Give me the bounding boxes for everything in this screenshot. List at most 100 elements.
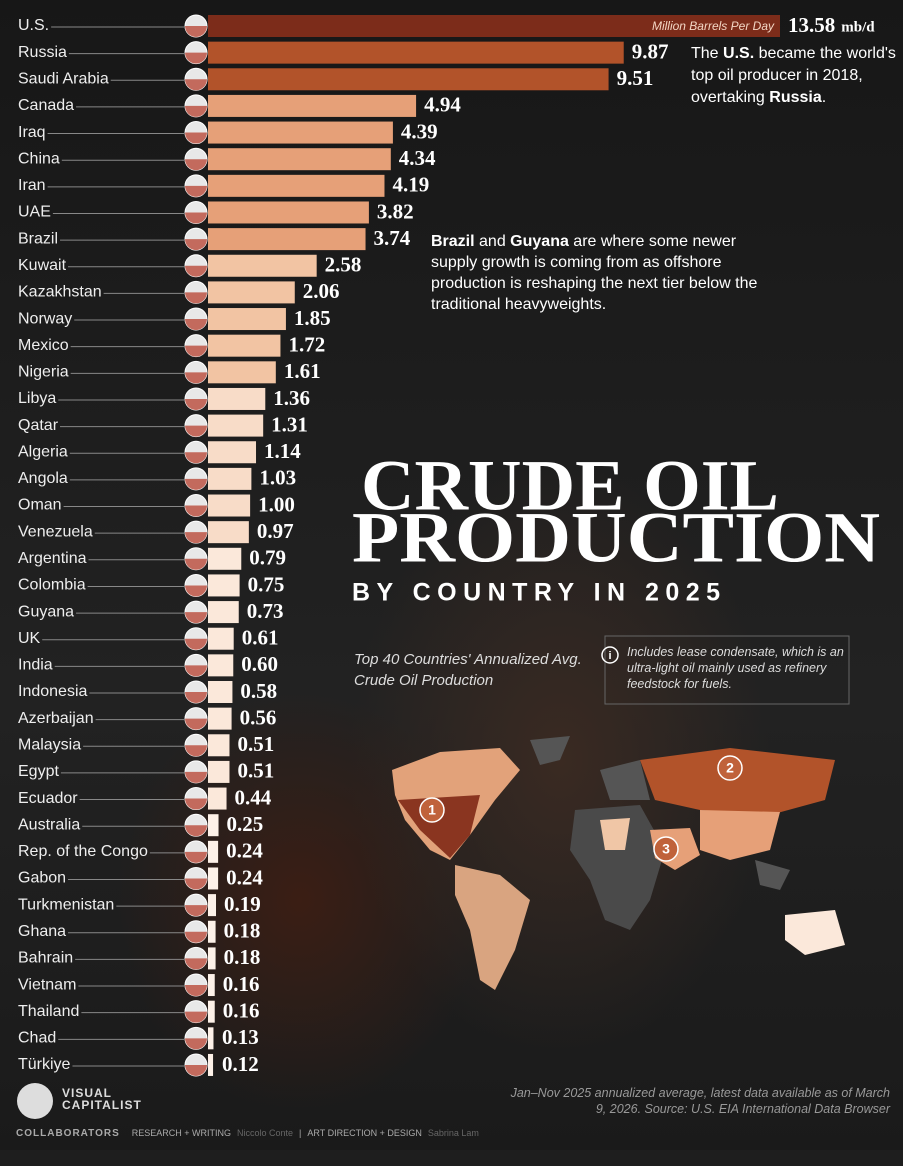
bar: [208, 707, 232, 730]
country-label: Azerbaijan: [18, 710, 94, 727]
country-label: Russia: [18, 44, 67, 61]
flag-detail: [185, 505, 207, 517]
bar: [208, 1053, 214, 1076]
country-label: Venezuela: [18, 523, 93, 540]
credit: COLLABORATORS: [16, 1128, 120, 1139]
bar: [208, 654, 234, 677]
flag-detail: [185, 425, 207, 437]
map-marker-label: 2: [726, 760, 734, 776]
country-label: China: [18, 150, 60, 167]
map-marker-label: 1: [428, 802, 436, 818]
country-label: Saudi Arabia: [18, 70, 109, 87]
value-label: 0.16: [223, 998, 260, 1022]
bar-label: Million Barrels Per Day: [652, 19, 775, 33]
flag-detail: [185, 1011, 207, 1023]
annotation-part: are where some newer supply growth is co…: [431, 233, 758, 313]
flag-detail: [185, 692, 207, 703]
bar: [208, 254, 317, 277]
country-label: Iraq: [18, 124, 46, 141]
country-label: Ecuador: [18, 790, 78, 807]
country-label: Kazakhstan: [18, 284, 102, 301]
bar: [208, 15, 780, 37]
title-line: CRUDE OIL: [361, 446, 779, 526]
bar: [208, 547, 242, 570]
bar: [208, 867, 219, 890]
bar: [208, 787, 227, 810]
bar: [208, 441, 257, 464]
value-label: 3.74: [374, 226, 411, 250]
flag-detail: [185, 878, 207, 890]
bar: [208, 920, 216, 943]
bar: [208, 814, 219, 837]
credit: ART DIRECTION + DESIGN: [307, 1128, 422, 1138]
credit: |: [299, 1128, 302, 1138]
country-label: Türkiye: [18, 1056, 71, 1073]
country-label: Australia: [18, 816, 80, 833]
bar: [208, 94, 417, 117]
country-label: UK: [18, 630, 41, 647]
value-label: 0.58: [240, 679, 277, 703]
country-label: Oman: [18, 497, 62, 514]
value-label: 0.51: [237, 759, 274, 783]
flag-detail: [185, 52, 207, 64]
value-label: 0.18: [224, 919, 261, 943]
flag-detail: [185, 958, 207, 970]
credits: COLLABORATORS RESEARCH + WRITING Niccolo C…: [16, 1127, 485, 1140]
map-marker: [419, 797, 445, 823]
country-label: Indonesia: [18, 683, 87, 700]
brand: CAPITALIST: [62, 1098, 142, 1112]
map-marker-label: 3: [662, 841, 670, 857]
value-label: 1.61: [284, 359, 321, 383]
flag-detail: [185, 771, 207, 783]
world-map: [392, 736, 845, 990]
value-label: 0.13: [222, 1025, 259, 1049]
subtitle: BY COUNTRY IN 2025: [352, 579, 720, 607]
country-label: India: [18, 657, 53, 674]
bar: [208, 840, 219, 863]
country-label: Algeria: [18, 443, 68, 460]
flag-detail: [185, 931, 207, 943]
credit: Sabrina Lam: [427, 1128, 479, 1138]
bar: [208, 734, 230, 757]
country-label: Thailand: [18, 1003, 79, 1020]
flag-detail: [185, 239, 207, 251]
bar: [208, 521, 249, 544]
annotation-part: Russia: [769, 89, 822, 106]
bar: [208, 494, 251, 517]
bar: [208, 228, 366, 251]
value-label: 0.18: [224, 945, 261, 969]
brand-logo: [17, 1083, 53, 1119]
bar: [208, 387, 266, 410]
country-label: Chad: [18, 1030, 56, 1047]
flag-detail: [185, 745, 207, 757]
value-label: 0.51: [237, 732, 274, 756]
bar: [208, 334, 281, 357]
annotation-part: Brazil: [431, 233, 475, 250]
flag-detail: [185, 345, 207, 357]
value-label: 1.14: [264, 439, 301, 463]
country-label: Guyana: [18, 603, 74, 620]
flag-detail: [185, 532, 207, 544]
source: Jan–Nov 2025 annualized average, latest …: [510, 1086, 890, 1116]
flag-detail: [185, 292, 207, 304]
description: Top 40 Countries' Annualized Avg. Crude …: [354, 651, 582, 689]
note-icon: i: [608, 650, 611, 662]
annotation-part: .: [821, 89, 827, 106]
annotation-part: and: [474, 233, 511, 250]
country-label: Colombia: [18, 577, 86, 594]
bar: [208, 601, 239, 624]
value-label: 0.24: [226, 865, 263, 889]
note-box: [604, 635, 850, 705]
unit: mb/d: [841, 19, 875, 35]
bar: [208, 148, 391, 171]
flag-detail: [185, 1038, 207, 1050]
country-label: Rep. of the Congo: [18, 843, 148, 860]
brand: VISUAL: [62, 1086, 112, 1100]
country-label: Angola: [18, 470, 68, 487]
country-label: Qatar: [18, 417, 59, 434]
value-label: 0.61: [242, 626, 279, 650]
annotation-part: The: [691, 45, 724, 62]
value-label: 0.16: [223, 972, 260, 996]
